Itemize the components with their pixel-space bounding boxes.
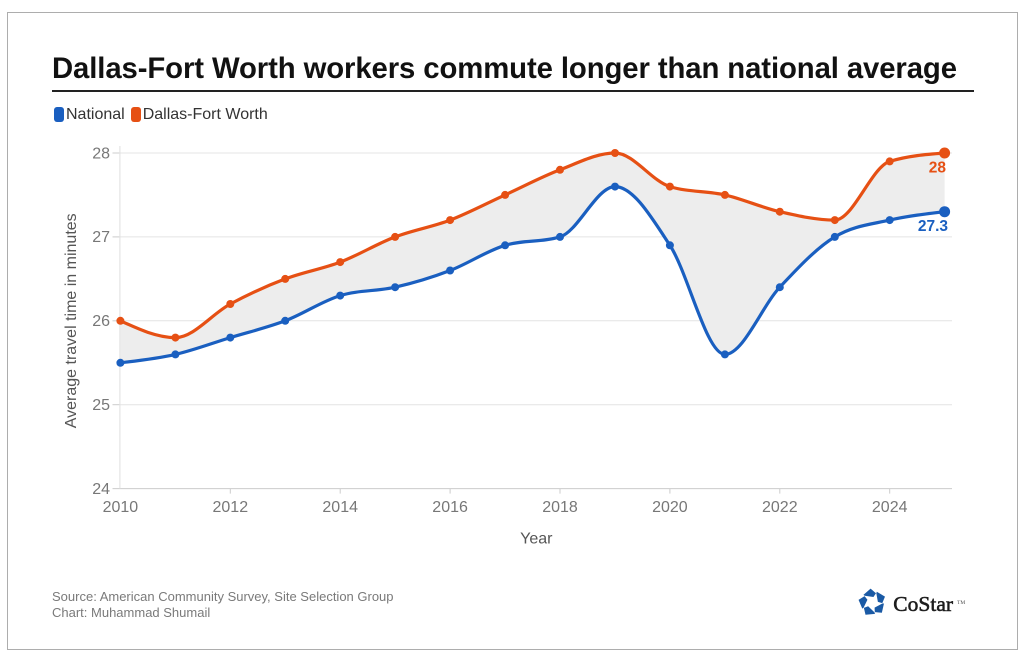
svg-text:2020: 2020	[652, 499, 688, 516]
svg-text:CoStar: CoStar	[893, 592, 953, 616]
svg-text:Average travel time in minutes: Average travel time in minutes	[63, 213, 80, 428]
svg-text:2022: 2022	[762, 499, 798, 516]
svg-text:TM: TM	[957, 600, 965, 606]
svg-text:Year: Year	[520, 531, 553, 548]
svg-text:28: 28	[92, 145, 110, 162]
svg-text:28: 28	[929, 160, 947, 177]
svg-text:27: 27	[92, 229, 110, 246]
svg-text:2018: 2018	[542, 499, 578, 516]
svg-text:25: 25	[92, 397, 110, 414]
svg-text:2010: 2010	[103, 499, 139, 516]
svg-text:2014: 2014	[322, 499, 358, 516]
svg-text:2012: 2012	[213, 499, 249, 516]
svg-text:2016: 2016	[432, 499, 468, 516]
svg-text:27.3: 27.3	[918, 218, 949, 235]
svg-text:2024: 2024	[872, 499, 908, 516]
svg-text:24: 24	[92, 481, 110, 498]
svg-text:26: 26	[92, 313, 110, 330]
